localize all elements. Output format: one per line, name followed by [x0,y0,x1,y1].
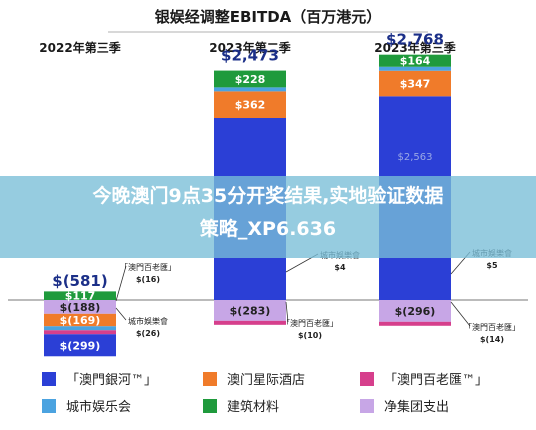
bar-segment [379,66,451,71]
callout-value: $(26) [136,329,160,338]
callout-name: 城市娛樂會 [128,316,168,326]
segment-value-label: $117 [65,290,96,303]
category-label: 2022年第三季 [39,40,121,55]
bar-segment [44,300,116,314]
callout-name: 「澳門百老匯」 [464,322,520,332]
bar-segment [44,334,116,357]
legend-swatch [203,399,217,413]
banner-line-2: 策略_XP6.636 [199,218,337,240]
callout-value: $(14) [480,335,504,344]
bar-segment [214,300,286,321]
banner-line-1: 今晚澳门9点35分开奖结果,实地验证数据 [92,185,444,207]
callout-leader [450,301,471,327]
bar-segment [379,300,451,322]
bar-segment [44,326,116,331]
bar-total-label: $2,768 [386,31,444,49]
legend-swatch [360,372,374,386]
callout-name: 「澳門百老匯」 [282,318,338,328]
callout-name: 「澳門百老匯」 [120,262,176,272]
bar-segment [379,54,451,67]
bar-segment [44,330,116,335]
legend-label: 城市娱乐会 [66,399,131,415]
bar-segment [214,70,286,88]
bar-total-label: $2,473 [221,47,279,65]
callout-leader [285,301,289,323]
bar-segment [214,320,286,325]
bar-segment [44,313,116,327]
legend-swatch [42,399,56,413]
legend-label: 净集团支出 [384,399,449,415]
segment-value-label: $362 [235,99,266,112]
legend-label: 建筑材料 [227,399,279,415]
callout-leader [115,307,127,321]
segment-value-label: $228 [235,73,266,86]
bar-segment [214,87,286,92]
bar-segment [214,91,286,118]
legend-swatch [42,372,56,386]
callout-value: $(10) [298,331,322,340]
bar-segment [379,70,451,97]
callout-value: $5 [486,261,498,270]
legend-swatch [203,372,217,386]
segment-value-label: $(169) [60,314,101,327]
bar-segment [379,321,451,326]
callout-value: $(16) [136,275,160,284]
segment-value-label: $(188) [60,301,101,314]
segment-value-label: $164 [400,55,431,68]
callout-value: $4 [334,263,346,272]
watermark-banner: 今晚澳门9点35分开奖结果,实地验证数据 策略_XP6.636 [0,176,536,258]
bar-segment [44,291,116,300]
legend-label: 澳门星际酒店 [227,372,305,388]
legend-label: 「澳門百老匯™」 [384,372,488,388]
chart-title: 银娱经调整EBITDA（百万港元） [155,8,382,26]
segment-value-label: $(296) [395,305,436,318]
segment-value-label: $347 [400,78,431,91]
bar-total-label: $(581) [52,272,107,290]
category-label: 2023年第二季 [209,40,291,55]
segment-value-label: $(283) [230,304,271,317]
callout-leader [115,265,127,302]
category-label: 2023年第三季 [374,40,456,55]
hidden-bar-label: $2,563 [398,152,433,163]
legend-swatch [360,399,374,413]
segment-value-label: $(299) [60,339,101,352]
legend-label: 「澳門銀河™」 [66,372,157,388]
